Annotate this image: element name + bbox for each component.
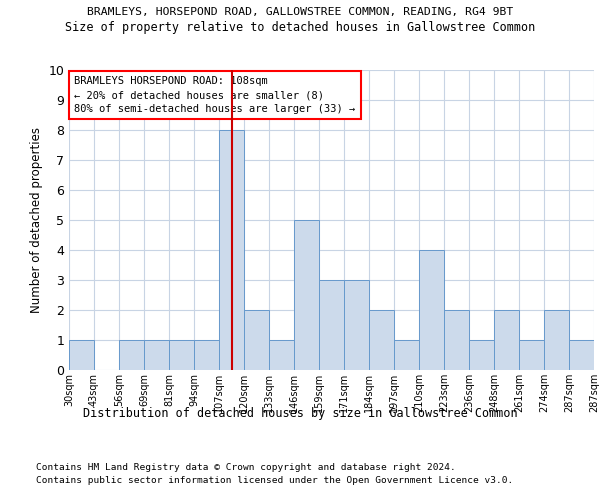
Bar — [369, 310, 394, 370]
Bar — [119, 340, 144, 370]
Bar — [144, 340, 169, 370]
Bar — [519, 340, 544, 370]
Bar — [244, 310, 269, 370]
Bar — [319, 280, 344, 370]
Text: Contains public sector information licensed under the Open Government Licence v3: Contains public sector information licen… — [36, 476, 513, 485]
Bar — [444, 310, 469, 370]
Bar — [194, 340, 219, 370]
Text: BRAMLEYS HORSEPOND ROAD: 108sqm
← 20% of detached houses are smaller (8)
80% of : BRAMLEYS HORSEPOND ROAD: 108sqm ← 20% of… — [74, 76, 355, 114]
Text: Contains HM Land Registry data © Crown copyright and database right 2024.: Contains HM Land Registry data © Crown c… — [36, 462, 456, 471]
Bar — [219, 130, 244, 370]
Y-axis label: Number of detached properties: Number of detached properties — [30, 127, 43, 313]
Bar — [569, 340, 594, 370]
Bar — [469, 340, 494, 370]
Bar — [419, 250, 444, 370]
Bar — [494, 310, 519, 370]
Bar — [544, 310, 569, 370]
Bar — [394, 340, 419, 370]
Text: Size of property relative to detached houses in Gallowstree Common: Size of property relative to detached ho… — [65, 21, 535, 34]
Text: Distribution of detached houses by size in Gallowstree Common: Distribution of detached houses by size … — [83, 408, 517, 420]
Bar — [294, 220, 319, 370]
Bar — [344, 280, 369, 370]
Text: BRAMLEYS, HORSEPOND ROAD, GALLOWSTREE COMMON, READING, RG4 9BT: BRAMLEYS, HORSEPOND ROAD, GALLOWSTREE CO… — [87, 8, 513, 18]
Bar — [169, 340, 194, 370]
Bar — [69, 340, 94, 370]
Bar — [269, 340, 294, 370]
